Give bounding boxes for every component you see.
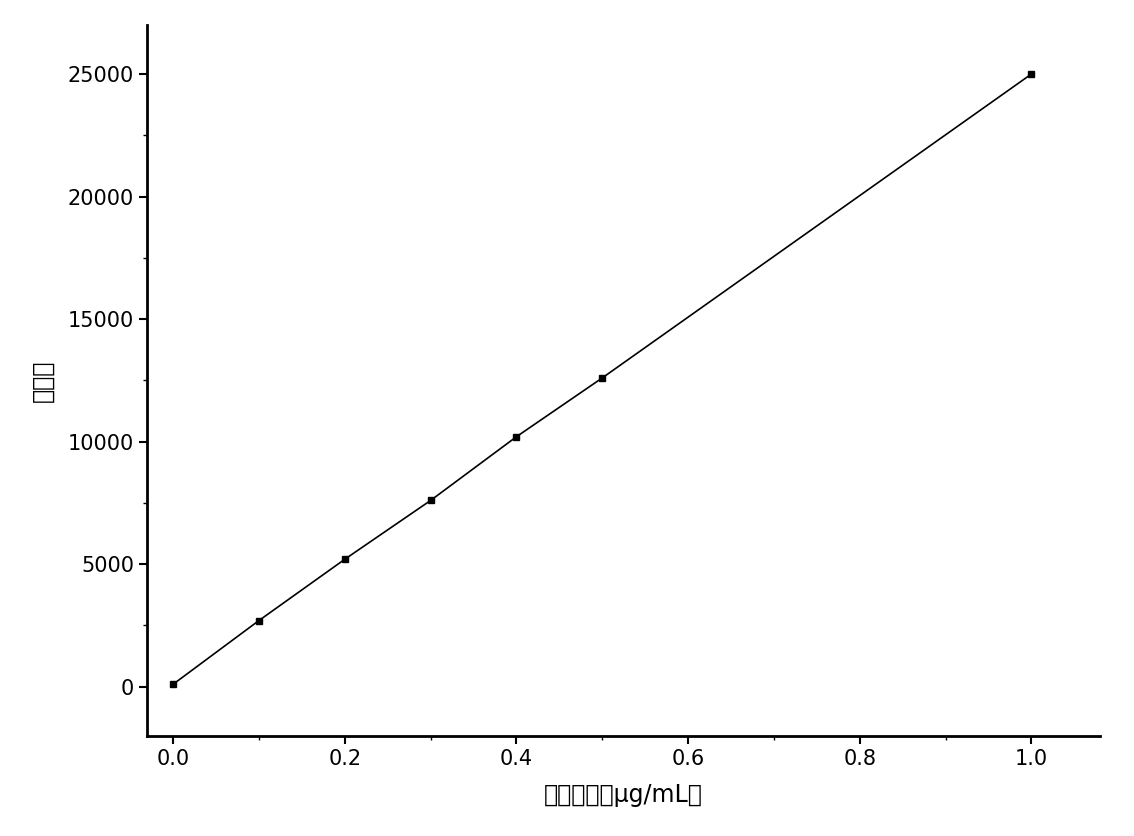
X-axis label: 丙烯酰胺（μg/mL）: 丙烯酰胺（μg/mL） [544,782,703,807]
Y-axis label: 峰面积: 峰面积 [31,359,54,401]
